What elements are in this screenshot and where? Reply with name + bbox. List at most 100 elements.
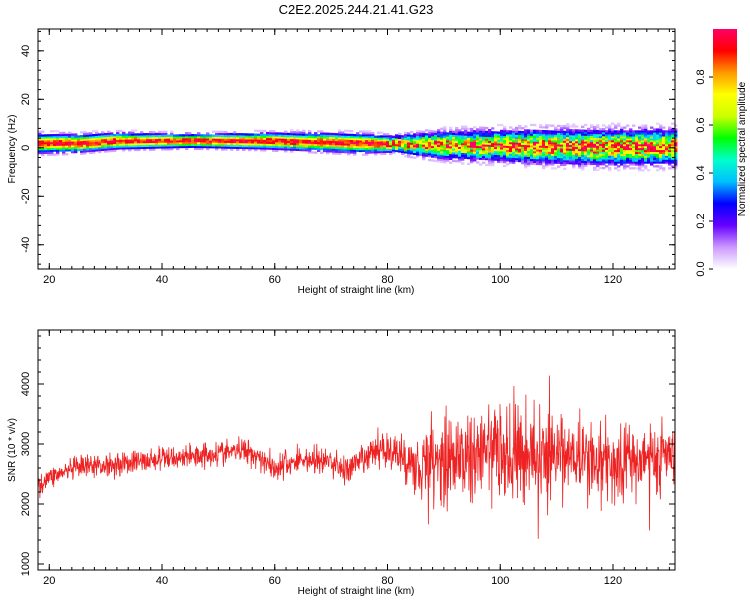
spectrogram-cell [272, 147, 276, 150]
spectrogram-cell [506, 132, 510, 135]
spectrogram-cell [458, 158, 462, 161]
spectrogram-cell [629, 163, 633, 166]
spectrogram-cell [200, 143, 204, 147]
spectrogram-cell [365, 141, 369, 145]
spectrogram-cell [638, 167, 642, 170]
spectrogram-cell [506, 149, 510, 152]
spectrogram-cell [86, 150, 90, 153]
spectrogram-cell [443, 161, 447, 164]
spectrogram-cell [650, 138, 654, 141]
spectrogram-cell [365, 136, 369, 139]
spectrogram-cell [653, 155, 657, 158]
spectrogram-cell [146, 144, 150, 147]
spectrogram-cell [626, 159, 630, 162]
spectrogram-cell [422, 154, 426, 157]
spectrogram-cell [512, 151, 516, 155]
spectrogram-cell [107, 146, 111, 149]
spectrogram-cell [146, 142, 150, 145]
spectrogram-cell [593, 151, 597, 154]
spectrogram-cell [242, 146, 246, 150]
spectrogram-cell [332, 146, 336, 149]
spectrogram-cell [422, 146, 426, 149]
spectrogram-cell [560, 154, 564, 157]
spectrogram-cell [539, 160, 543, 164]
spectrogram-cell [665, 140, 669, 143]
spectrogram-cell [185, 136, 189, 139]
spectrogram-cell [311, 139, 315, 142]
spectrogram-cell [377, 137, 381, 140]
spectrogram-cell [86, 142, 90, 145]
spectrogram-cell [59, 147, 63, 150]
spectrogram-cell [608, 155, 612, 158]
spectrogram-cell [569, 144, 573, 147]
spectrogram-cell [644, 159, 648, 162]
spectrogram-cell [488, 144, 492, 147]
spectrogram-cell [296, 144, 300, 148]
spectrogram-cell [71, 149, 75, 152]
spectrogram-cell [416, 137, 420, 140]
spectrogram-cell [329, 132, 333, 136]
spectrogram-cell [416, 143, 420, 146]
spectrogram-cell [167, 146, 171, 149]
spectrogram-cell [392, 145, 396, 148]
spectrogram-cell [491, 131, 495, 134]
spectrogram-cell [371, 149, 375, 152]
spectrogram-cell [287, 132, 291, 136]
spectrogram-cell [590, 137, 594, 140]
spectrogram-cell [59, 141, 63, 144]
spectrogram-cell [611, 159, 615, 162]
spectrogram-cell [488, 160, 492, 163]
spectrogram-cell [632, 147, 636, 151]
spectrogram-cell [614, 155, 618, 158]
spectrogram-cell [560, 161, 564, 164]
spectrogram-cell [71, 139, 75, 142]
spectrogram-cell [545, 151, 549, 154]
spectrogram-cell [470, 155, 474, 158]
spectrogram-cell [293, 142, 297, 146]
spectrogram-cell [101, 139, 105, 142]
spectrogram-cell [320, 140, 324, 143]
spectrogram-cell [590, 151, 594, 154]
colorbar-label: Normalized spectral amplitude [737, 81, 748, 216]
spectrogram-cell [428, 149, 432, 152]
spectrogram-cell [674, 167, 678, 170]
spectrogram-cell [143, 146, 147, 149]
spectrogram-cell [77, 143, 81, 146]
spectrogram-cell [533, 160, 537, 163]
spectrogram-cell [320, 138, 324, 141]
spectrogram-cell [662, 151, 666, 154]
spectrogram-cell [296, 133, 300, 136]
spectrogram-cell [614, 151, 618, 154]
spectrogram-cell [590, 160, 594, 164]
spectrogram-cell [566, 123, 570, 126]
spectrogram-cell [407, 136, 411, 139]
spectrogram-cell [365, 132, 369, 135]
spectrogram-cell [308, 129, 312, 133]
spectrogram-cell [641, 159, 645, 162]
spectrogram-cell [590, 153, 594, 156]
spectrogram-cell [71, 143, 75, 146]
spectrogram-cell [560, 150, 564, 153]
spectrogram-cell [44, 140, 48, 143]
spectrogram-cell [515, 126, 519, 130]
spectrogram-cell [674, 124, 678, 127]
spectrogram-cell [374, 145, 378, 148]
spectrogram-cell [242, 141, 246, 144]
spectrogram-cell [272, 130, 276, 133]
spectrogram-cell [626, 140, 630, 143]
spectrogram-cell [653, 165, 657, 168]
spectrogram-cell [92, 139, 96, 143]
spectrogram-cell [101, 142, 105, 146]
spectrogram-cell [44, 149, 48, 153]
spectrogram-cell [164, 140, 168, 143]
spectrogram-cell [419, 134, 423, 137]
spectrogram-cell [62, 147, 66, 150]
spectrogram-cell [38, 144, 42, 147]
spectrogram-cell [443, 151, 447, 154]
spectrogram-cell [617, 142, 621, 145]
spectrogram-cell [491, 133, 495, 136]
spectrogram-cell [602, 128, 606, 131]
spectrogram-cell [245, 141, 249, 144]
spectrogram-cell [329, 136, 333, 139]
spectrogram-cell [569, 142, 573, 145]
